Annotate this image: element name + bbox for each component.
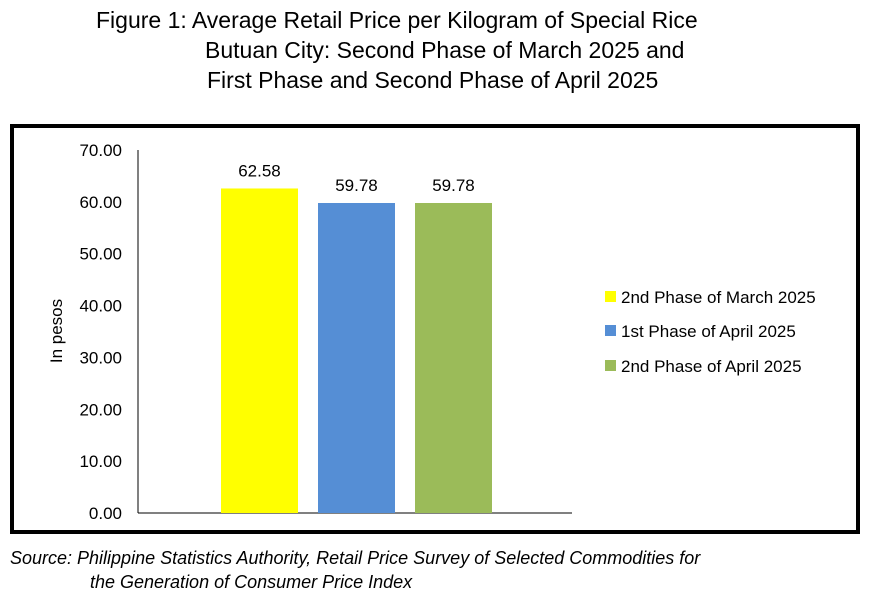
y-tick-label: 20.00 bbox=[79, 400, 122, 419]
y-tick-label: 70.00 bbox=[79, 141, 122, 160]
y-tick-label: 30.00 bbox=[79, 348, 122, 367]
legend-label: 2nd Phase of March 2025 bbox=[621, 288, 816, 307]
y-tick-label: 50.00 bbox=[79, 245, 122, 264]
source-line-2: the Generation of Consumer Price Index bbox=[90, 572, 413, 592]
bar bbox=[415, 202, 492, 514]
title-line-3: First Phase and Second Phase of April 20… bbox=[207, 67, 659, 93]
y-tick-label: 60.00 bbox=[79, 193, 122, 212]
legend-swatch bbox=[605, 360, 616, 371]
data-label: 59.78 bbox=[432, 176, 475, 195]
y-tick-label: 40.00 bbox=[79, 297, 122, 316]
y-tick-label: 0.00 bbox=[89, 504, 122, 523]
legend-label: 1st Phase of April 2025 bbox=[621, 322, 796, 341]
data-label: 59.78 bbox=[335, 176, 378, 195]
data-label: 62.58 bbox=[238, 161, 281, 180]
y-tick-label: 10.00 bbox=[79, 452, 122, 471]
source-note: Source: Philippine Statistics Authority,… bbox=[10, 546, 700, 594]
title-line-2: Butuan City: Second Phase of March 2025 … bbox=[205, 37, 685, 63]
source-line-1: Source: Philippine Statistics Authority,… bbox=[10, 548, 701, 568]
y-axis-label: In pesos bbox=[47, 299, 66, 363]
legend-swatch bbox=[605, 325, 616, 336]
bar bbox=[318, 202, 395, 514]
legend-swatch bbox=[605, 291, 616, 302]
bar bbox=[221, 188, 298, 513]
title-line-1: Figure 1: Average Retail Price per Kilog… bbox=[96, 7, 698, 33]
legend-label: 2nd Phase of April 2025 bbox=[621, 357, 802, 376]
